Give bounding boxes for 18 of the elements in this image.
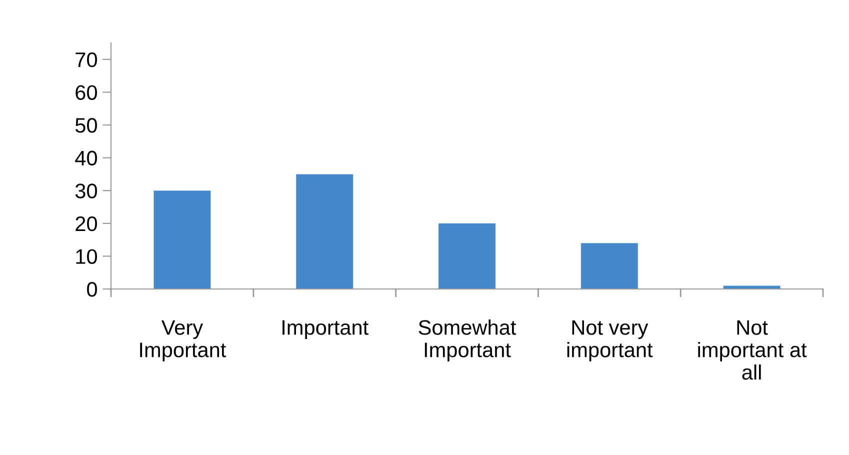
- x-tick-label: Very Important: [140, 320, 226, 362]
- bar: [580, 243, 638, 289]
- x-tick-label: Not very important: [567, 320, 653, 362]
- y-tick-label: 50: [75, 118, 97, 133]
- y-tick-label: 20: [76, 216, 97, 232]
- y-tick-label: 0: [87, 282, 97, 297]
- bar: [723, 286, 780, 289]
- bar: [154, 190, 211, 289]
- y-tick-label: 40: [75, 150, 97, 166]
- x-tick-label: Somewhat Important: [418, 320, 516, 362]
- y-tick-label: 70: [76, 52, 97, 68]
- y-tick-label: 60: [76, 85, 97, 100]
- bar: [296, 174, 354, 289]
- y-tick-label: 10: [76, 249, 97, 264]
- y-tick-label: 30: [75, 184, 97, 198]
- bar: [438, 223, 496, 289]
- x-tick-label: Not important at all: [698, 320, 807, 380]
- x-tick-label: Important: [282, 320, 368, 339]
